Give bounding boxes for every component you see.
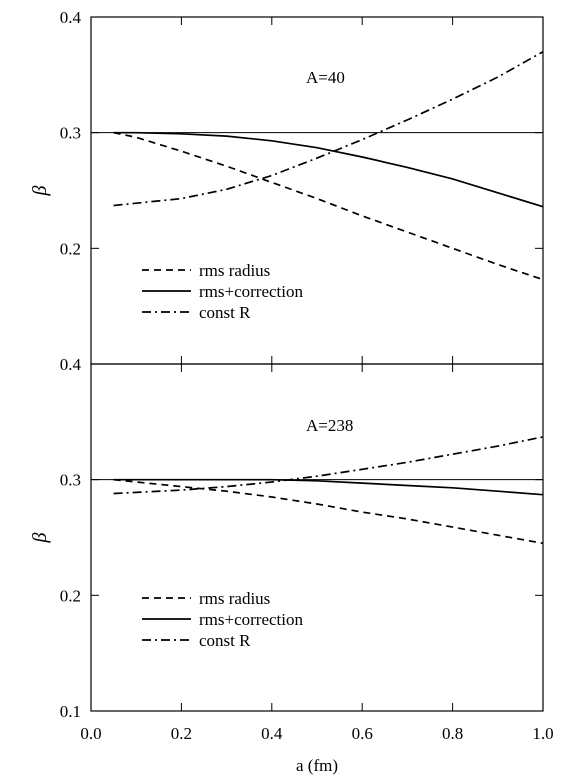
y-tick-label: 0.4 <box>60 355 82 374</box>
y-tick-label: 0.1 <box>60 702 81 721</box>
plot-frame <box>90 363 544 712</box>
series-line-rms-correction <box>113 478 544 496</box>
panel-annotation: A=238 <box>306 416 353 435</box>
y-axis-label: β <box>29 532 51 543</box>
series-line-rms-radius <box>113 131 544 281</box>
panel-top: 0.2 0.3 0.4 β A=40 rms radius rms+correction co… <box>29 8 544 365</box>
series-line-const-r <box>113 50 544 207</box>
x-tick-label: 1.0 <box>532 724 553 743</box>
legend-label: rms radius <box>199 589 270 608</box>
legend-label: rms+correction <box>199 610 303 629</box>
y-tick-label: 0.4 <box>60 8 82 27</box>
panel-annotation: A=40 <box>306 68 345 87</box>
legend-label: rms radius <box>199 261 270 280</box>
x-axis-label: a (fm) <box>296 756 338 775</box>
legend-label: rms+correction <box>199 282 303 301</box>
x-tick-label: 0.6 <box>352 724 373 743</box>
y-tick-label: 0.3 <box>60 124 81 143</box>
series-line-rms-correction <box>113 131 544 208</box>
y-axis-label: β <box>29 185 51 196</box>
y-tick-label: 0.2 <box>60 239 81 258</box>
x-tick-label: 0.0 <box>80 724 101 743</box>
y-tick-label: 0.2 <box>60 586 81 605</box>
series-line-const-r <box>113 436 544 495</box>
x-tick-label: 0.2 <box>171 724 192 743</box>
legend-label: const R <box>199 631 251 650</box>
y-tick-label: 0.3 <box>60 471 81 490</box>
panel-bottom: 0.1 0.2 0.3 0.4 β A=238 rms radius rms+correcti… <box>29 355 554 775</box>
x-tick-label: 0.4 <box>261 724 283 743</box>
x-tick-label: 0.8 <box>442 724 463 743</box>
series-line-rms-radius <box>113 478 544 545</box>
legend-label: const R <box>199 303 251 322</box>
